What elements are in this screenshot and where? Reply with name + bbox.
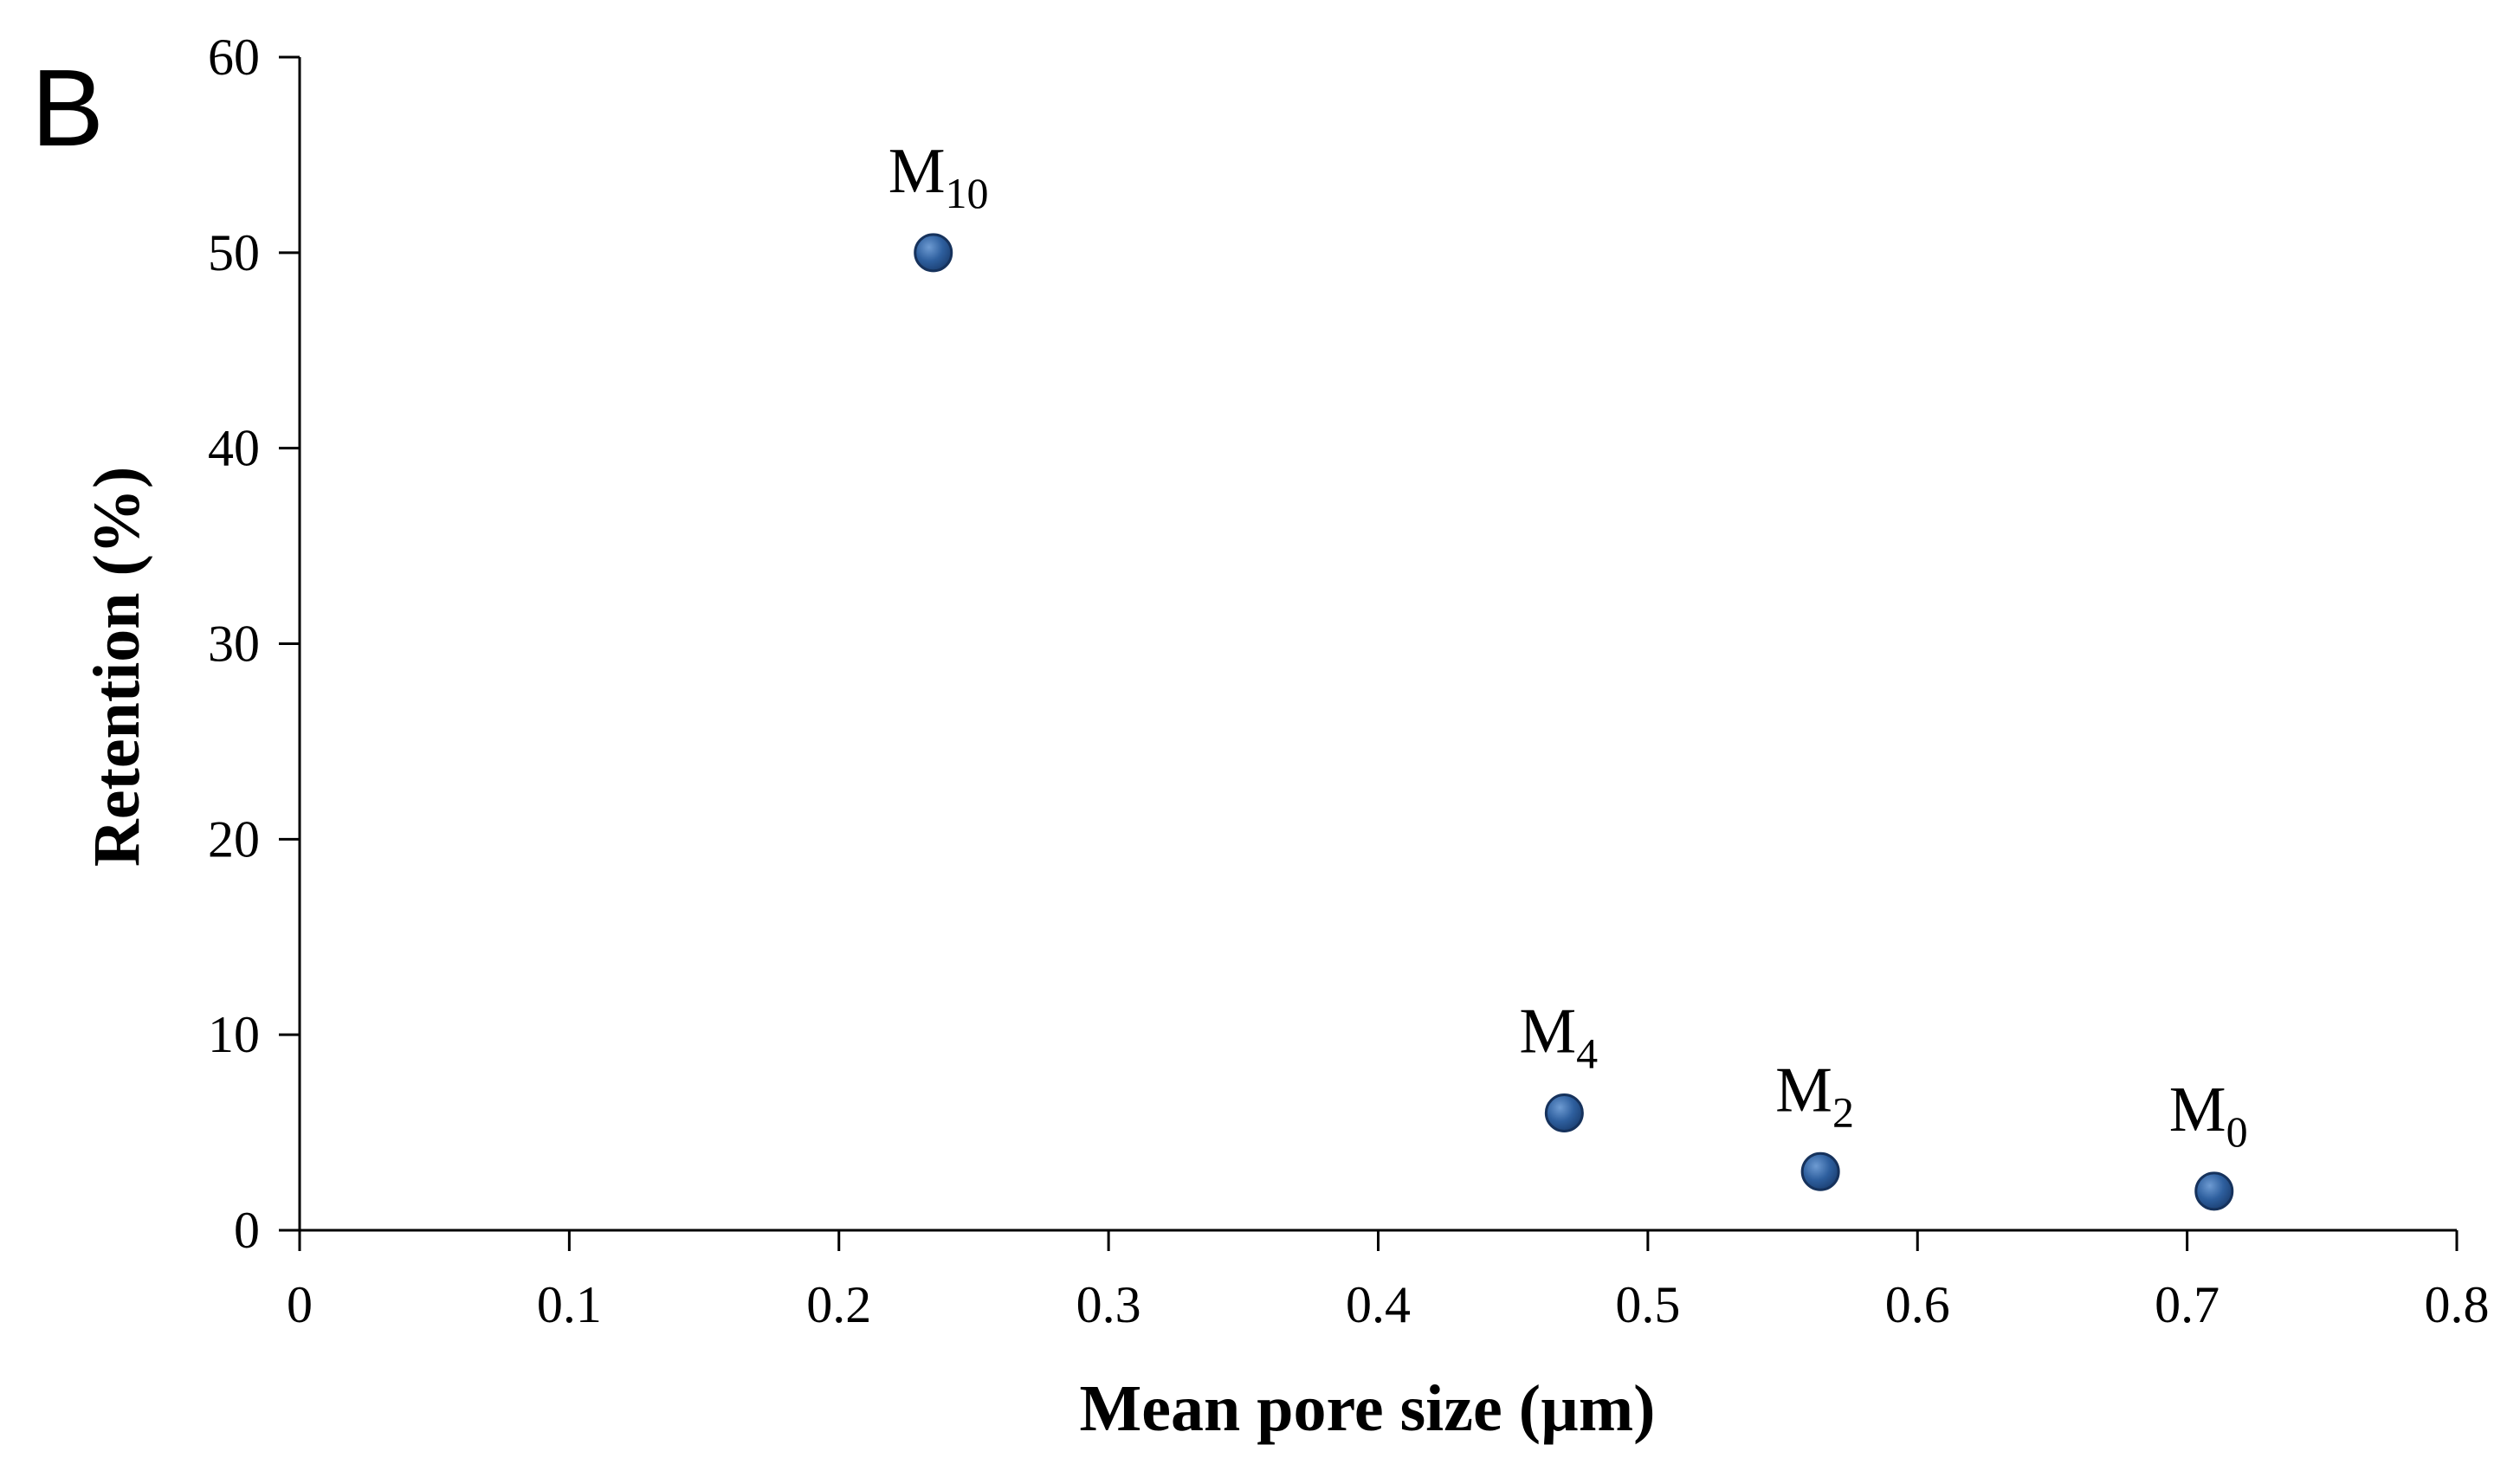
y-tick-label: 10: [208, 1006, 260, 1063]
data-label: M0: [2169, 1074, 2248, 1156]
data-point: [1544, 1093, 1584, 1132]
data-label: M2: [1775, 1055, 1854, 1136]
y-axis-title: Retention (%): [81, 467, 153, 867]
data-point: [914, 233, 953, 273]
y-tick-label: 30: [208, 616, 260, 673]
x-tick-label: 0.1: [537, 1276, 602, 1333]
x-tick-label: 0.6: [1885, 1276, 1950, 1333]
x-tick-label: 0.5: [1615, 1276, 1680, 1333]
data-point: [1800, 1151, 1840, 1191]
y-tick-label: 50: [208, 224, 260, 281]
y-tick-label: 20: [208, 810, 260, 867]
x-axis-title: Mean pore size (µm): [1080, 1372, 1656, 1445]
data-points: M10 M4 M2 M0: [888, 136, 2248, 1211]
data-label: M4: [1519, 996, 1598, 1078]
x-tick-label: 0.2: [806, 1276, 871, 1333]
data-point: [2194, 1171, 2234, 1211]
axes: [298, 57, 2457, 1232]
x-tick-label: 0.8: [2425, 1276, 2490, 1333]
x-tick-label: 0: [287, 1276, 313, 1333]
x-tick-label: 0.3: [1076, 1276, 1141, 1333]
y-tick-label: 0: [234, 1202, 260, 1259]
x-tick-label: 0.7: [2155, 1276, 2220, 1333]
x-tick-label: 0.4: [1346, 1276, 1411, 1333]
y-tick-label: 60: [208, 29, 260, 86]
data-label: M10: [888, 136, 989, 217]
y-tick-label: 40: [208, 420, 260, 477]
panel-label: B: [31, 47, 104, 169]
ticks: 0 10 20 30 40 50 60 0 0.1 0.2 0.3 0.4 0.5 0.6 0.7 0.8: [208, 29, 2490, 1333]
